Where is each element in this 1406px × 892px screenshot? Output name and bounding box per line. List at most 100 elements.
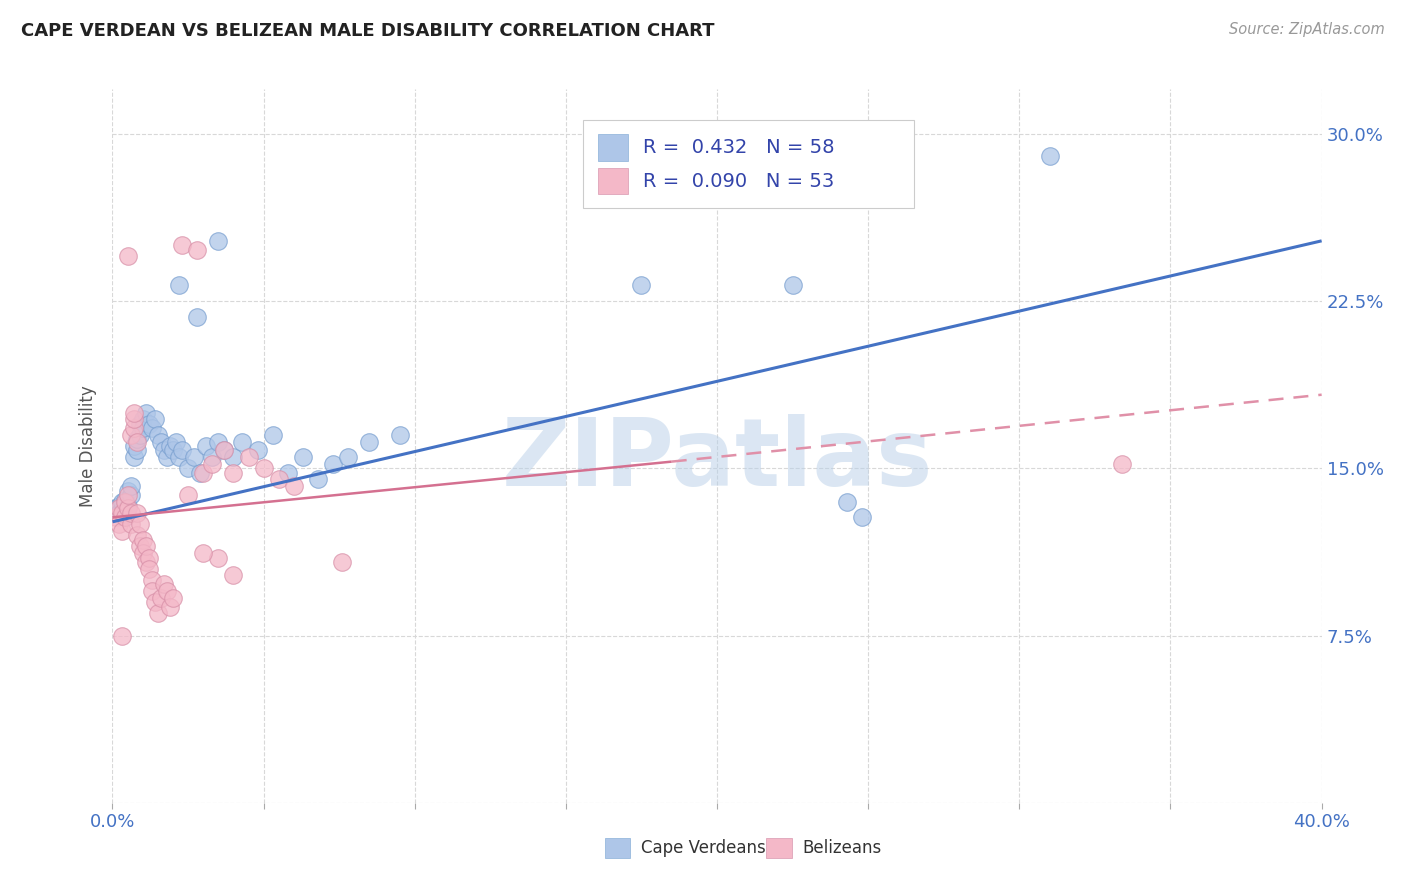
Point xyxy=(153,443,176,458)
Point xyxy=(359,434,381,449)
Point xyxy=(117,500,139,514)
Point xyxy=(138,417,160,431)
Point xyxy=(120,506,142,520)
Point xyxy=(782,278,804,293)
Point xyxy=(214,443,236,458)
Point xyxy=(186,310,208,324)
Point xyxy=(104,510,127,524)
Point xyxy=(146,427,169,442)
Point xyxy=(191,466,214,480)
Point xyxy=(167,278,190,293)
Point xyxy=(188,466,211,480)
Point xyxy=(1111,457,1133,471)
Point xyxy=(104,501,127,516)
Point xyxy=(141,583,163,598)
Point xyxy=(207,234,229,248)
Point xyxy=(170,443,193,458)
Point xyxy=(114,510,136,524)
Point xyxy=(110,494,132,508)
Point xyxy=(122,439,145,453)
Point xyxy=(135,405,157,420)
Point xyxy=(146,607,169,621)
Point xyxy=(183,450,205,465)
Y-axis label: Male Disability: Male Disability xyxy=(79,385,97,507)
Point xyxy=(222,466,245,480)
Point xyxy=(291,450,314,465)
Point xyxy=(388,427,411,442)
Point xyxy=(138,550,160,565)
Point xyxy=(132,412,155,426)
Point xyxy=(128,417,150,431)
Point xyxy=(149,434,172,449)
Point xyxy=(141,573,163,587)
Point xyxy=(156,450,179,465)
Point xyxy=(177,461,200,475)
Text: ZIPatlas: ZIPatlas xyxy=(502,414,932,507)
Point xyxy=(117,249,139,264)
Point xyxy=(128,539,150,553)
Point xyxy=(201,450,224,465)
Point xyxy=(337,450,360,465)
Point xyxy=(214,443,236,458)
Text: CAPE VERDEAN VS BELIZEAN MALE DISABILITY CORRELATION CHART: CAPE VERDEAN VS BELIZEAN MALE DISABILITY… xyxy=(21,22,714,40)
Point xyxy=(207,550,229,565)
Point xyxy=(135,555,157,569)
Point xyxy=(253,461,276,475)
Point xyxy=(122,405,145,420)
Point xyxy=(125,506,148,520)
Point xyxy=(143,595,166,609)
Point xyxy=(207,434,229,449)
Point xyxy=(177,488,200,502)
Point xyxy=(156,583,179,598)
Point xyxy=(114,510,136,524)
Point xyxy=(132,546,155,560)
Point xyxy=(851,510,873,524)
Point xyxy=(120,479,142,493)
Point xyxy=(128,427,150,442)
Point xyxy=(125,528,148,542)
Text: Belizeans: Belizeans xyxy=(803,839,882,857)
Point xyxy=(128,517,150,532)
Point xyxy=(120,427,142,442)
Point xyxy=(322,457,344,471)
Point xyxy=(222,450,245,465)
Point xyxy=(165,434,187,449)
Point xyxy=(125,443,148,458)
Point xyxy=(110,506,132,520)
Point xyxy=(162,591,184,605)
Point xyxy=(159,439,181,453)
Point xyxy=(267,473,290,487)
Point xyxy=(246,443,269,458)
Point xyxy=(122,450,145,465)
Text: Cape Verdeans: Cape Verdeans xyxy=(641,839,766,857)
Point xyxy=(125,433,148,447)
Point xyxy=(231,434,253,449)
Point xyxy=(114,492,136,507)
Point xyxy=(186,243,208,257)
Text: Source: ZipAtlas.com: Source: ZipAtlas.com xyxy=(1229,22,1385,37)
Point xyxy=(138,562,160,576)
Point xyxy=(201,457,224,471)
Point xyxy=(110,628,132,642)
Point xyxy=(195,439,218,453)
Point xyxy=(125,434,148,449)
Point xyxy=(262,427,284,442)
Point xyxy=(120,517,142,532)
Text: R =  0.090   N = 53: R = 0.090 N = 53 xyxy=(643,171,834,191)
Point xyxy=(307,473,329,487)
Text: R =  0.432   N = 58: R = 0.432 N = 58 xyxy=(643,137,834,157)
Point xyxy=(153,577,176,591)
Point xyxy=(238,450,260,465)
Point xyxy=(122,412,145,426)
Point xyxy=(117,501,139,516)
Point xyxy=(117,483,139,498)
Point xyxy=(167,450,190,465)
Point xyxy=(141,421,163,435)
Point xyxy=(107,501,129,516)
Point xyxy=(162,443,184,458)
Point xyxy=(143,412,166,426)
Point xyxy=(122,421,145,435)
Point xyxy=(191,546,214,560)
Point xyxy=(132,533,155,547)
Point xyxy=(835,494,858,508)
